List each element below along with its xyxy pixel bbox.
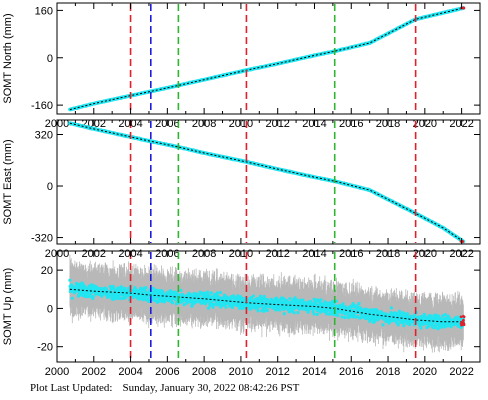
panel-3: 2000 2002 2004 2006 2008 2010 2012 2014 2016 2018… — [2, 250, 481, 378]
y-tick-label: -160 — [31, 100, 53, 112]
data-point — [92, 290, 96, 293]
data-point — [442, 320, 445, 323]
y-axis-label: SOMT North (mm) — [2, 13, 14, 103]
trend-line — [69, 122, 464, 243]
data-point — [202, 297, 206, 300]
x-tick-label: 2016 — [339, 366, 363, 378]
y-axis-label: SOMT East (mm) — [2, 139, 14, 224]
footer-label: Plot Last Updated: — [30, 382, 113, 394]
errorbars — [69, 121, 464, 243]
y-tick-label: -20 — [37, 342, 53, 354]
x-tick-label: 2004 — [118, 366, 142, 378]
x-tick-label: 2020 — [413, 366, 437, 378]
y-tick-label: 0 — [47, 181, 53, 193]
plot-footer: Plot Last Updated: Sunday, January 30, 20… — [30, 382, 299, 394]
trend-line — [69, 288, 464, 323]
x-tick-label: 2012 — [265, 366, 289, 378]
panel-2: 2000200220042006200820102012201420162018… — [2, 119, 481, 260]
plot-frame — [56, 250, 481, 363]
y-tick-label: 320 — [35, 129, 53, 141]
data-points — [68, 121, 466, 244]
plot-frame — [56, 2, 481, 115]
data-point — [175, 295, 178, 299]
x-tick-label: 2002 — [82, 366, 106, 378]
y-tick-label: 0 — [47, 53, 53, 65]
x-tick-label: 2014 — [302, 366, 326, 378]
panel-1: 2000200220042006200820102012201420162018… — [2, 2, 481, 130]
data-points — [68, 278, 466, 331]
recent-points — [459, 314, 466, 327]
y-tick-label: 0 — [47, 303, 53, 315]
x-tick-label: 2022 — [449, 366, 473, 378]
x-tick-label: 2000 — [45, 366, 69, 378]
plot-frame — [56, 119, 481, 245]
data-points — [68, 6, 466, 112]
x-tick-label: 2018 — [376, 366, 400, 378]
y-tick-label: 160 — [35, 5, 53, 17]
trend-line — [69, 7, 464, 111]
x-tick-label: 2006 — [155, 366, 179, 378]
x-tick-label: 2010 — [229, 366, 253, 378]
footer-timestamp: Sunday, January 30, 2022 08:42:26 PST — [122, 382, 300, 394]
y-tick-label: 20 — [41, 265, 53, 277]
x-tick-label: 2008 — [192, 366, 216, 378]
data-point — [442, 11, 445, 14]
data-point — [147, 293, 151, 297]
y-axis-label: SOMT Up (mm) — [2, 268, 14, 345]
data-point — [368, 41, 371, 45]
y-tick-label: -320 — [31, 233, 53, 245]
